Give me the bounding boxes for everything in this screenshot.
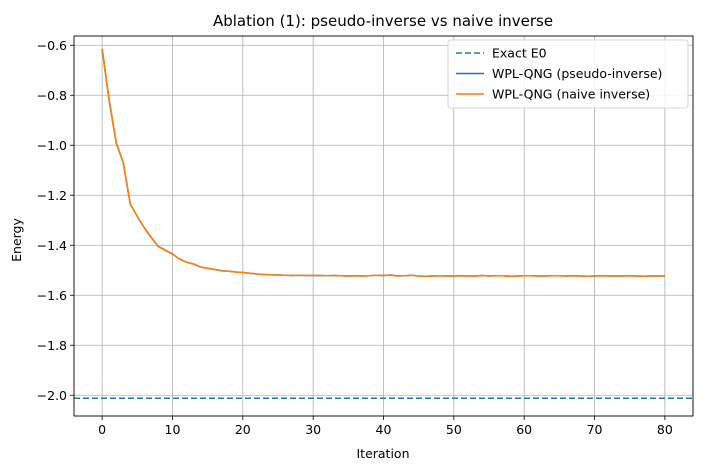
legend: Exact E0 WPL-QNG (pseudo-inverse) WPL-QNG …: [447, 39, 689, 109]
y-tick-label: −1.0: [37, 138, 67, 153]
legend-label: WPL-QNG (naive inverse): [492, 87, 650, 102]
y-axis-ticks: −2.0 −1.8 −1.6 −1.4 −1.2 −1.0 −0.8 −0.6: [37, 38, 74, 403]
y-tick-label: −1.2: [37, 188, 67, 203]
x-tick-label: 40: [376, 422, 392, 437]
chart-title: Ablation (1): pseudo-inverse vs naive in…: [213, 12, 553, 30]
legend-label: Exact E0: [492, 46, 547, 61]
y-tick-label: −1.8: [37, 338, 67, 353]
legend-box: [447, 39, 689, 109]
y-tick-label: −1.6: [37, 288, 67, 303]
y-tick-label: −0.6: [37, 38, 67, 53]
x-tick-label: 50: [446, 422, 462, 437]
x-tick-label: 80: [657, 422, 673, 437]
series-lines: [101, 48, 665, 278]
x-tick-label: 20: [235, 422, 251, 437]
y-tick-label: −1.4: [37, 238, 67, 253]
x-axis-ticks: 0 10 20 30 40 50 60 70 80: [98, 416, 673, 437]
x-tick-label: 70: [587, 422, 603, 437]
y-tick-label: −2.0: [37, 388, 67, 403]
x-tick-label: 10: [165, 422, 181, 437]
x-axis-label: Iteration: [356, 446, 409, 461]
y-tick-label: −0.8: [37, 88, 67, 103]
y-axis-label: Energy: [9, 218, 24, 262]
x-tick-label: 30: [305, 422, 321, 437]
series-naive-inverse-line: [101, 48, 665, 278]
x-tick-label: 60: [516, 422, 532, 437]
legend-label: WPL-QNG (pseudo-inverse): [492, 66, 662, 81]
x-tick-label: 0: [98, 422, 106, 437]
